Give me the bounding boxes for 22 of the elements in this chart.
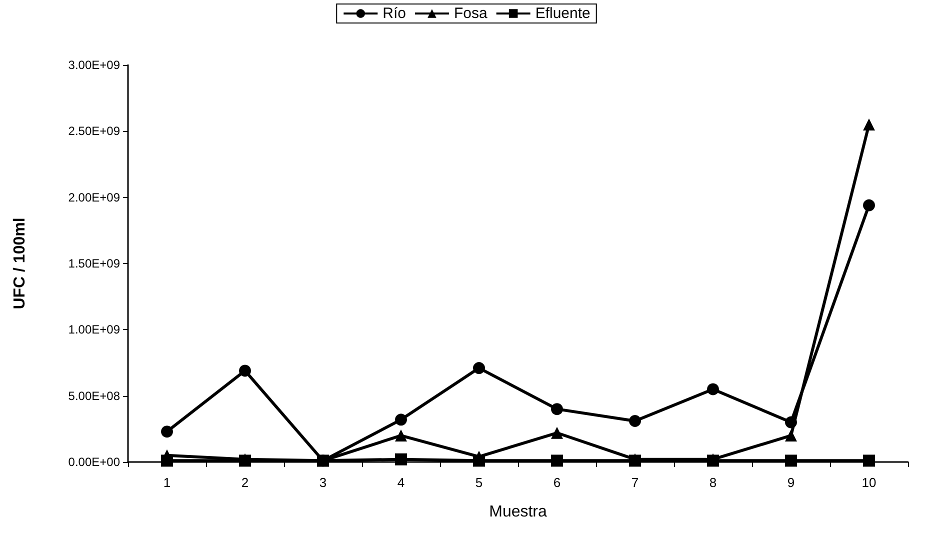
x-axis-title: Muestra	[489, 504, 547, 520]
y-axis-title: UFC / 100ml	[12, 218, 28, 310]
y-tick-label: 2.50E+09	[68, 124, 120, 138]
y-tick-label: 2.00E+09	[68, 190, 120, 204]
y-tick-label: 5.00E+08	[68, 388, 120, 403]
x-tick-label: 9	[787, 475, 795, 490]
x-tick-label: 5	[475, 475, 483, 490]
x-tick-label: 4	[397, 475, 405, 490]
y-tick-label: 3.00E+09	[68, 58, 120, 72]
x-tick-label: 6	[553, 475, 561, 490]
legend-label: Efluente	[535, 5, 590, 22]
y-tick-label: 1.00E+09	[68, 322, 120, 337]
legend-label: Río	[382, 5, 406, 22]
y-tick-label: 1.50E+09	[68, 256, 120, 270]
x-tick-label: 8	[709, 475, 717, 490]
x-tick-label: 7	[631, 475, 639, 490]
x-tick-label: 3	[319, 475, 327, 490]
x-tick-label: 1	[163, 475, 171, 490]
x-tick-label: 10	[862, 475, 876, 490]
y-tick-label: 0.00E+00	[68, 455, 120, 469]
legend-label: Fosa	[454, 5, 488, 22]
x-tick-label: 2	[241, 475, 249, 490]
